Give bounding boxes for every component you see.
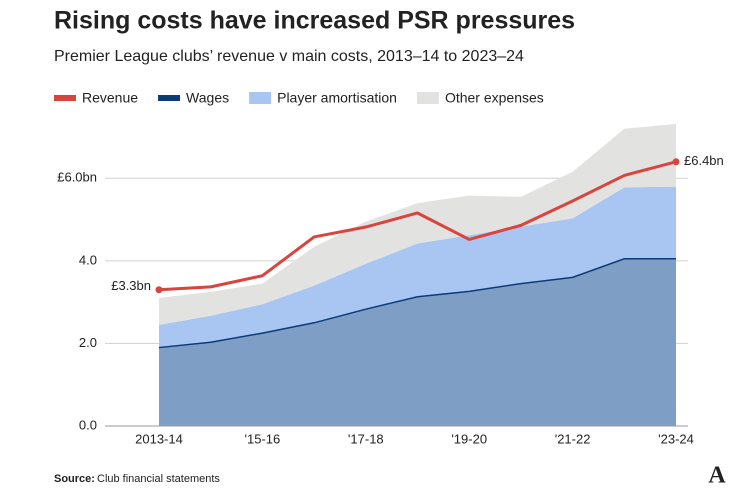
y-tick-label: 4.0: [79, 252, 97, 267]
chart-title: Rising costs have increased PSR pressure…: [54, 7, 575, 35]
legend-label: Other expenses: [445, 90, 544, 106]
area: [159, 258, 676, 426]
source: Club financial statements: [97, 473, 220, 485]
x-tick-label: '15-16: [245, 431, 281, 446]
legend-label: Revenue: [82, 90, 138, 106]
area: [159, 186, 676, 348]
source-label: Source:: [54, 473, 95, 485]
point: [155, 286, 163, 294]
value-label: £3.3bn: [111, 278, 151, 293]
chart-subtitle: Premier League clubs’ revenue v main cos…: [54, 48, 524, 65]
legend-swatch: [416, 92, 439, 104]
y-tick-label: £6.0bn: [57, 170, 97, 185]
point: [672, 158, 680, 166]
legend-swatch: [249, 92, 272, 104]
area-edge: [158, 258, 676, 349]
x-tick-label: '19-20: [451, 431, 487, 446]
line: [158, 160, 677, 292]
y-tick-label: 0.0: [79, 417, 97, 432]
x-tick-label: '23-24: [658, 431, 694, 446]
x-tick-label: '21-22: [555, 431, 591, 446]
area: [159, 123, 676, 325]
legend-swatch: [158, 95, 181, 101]
x-tick-label: 2013-14: [135, 431, 183, 446]
legend-label: Player amortisation: [277, 90, 397, 106]
logo: A: [708, 463, 726, 489]
legend-label: Wages: [186, 90, 229, 106]
value-label: £6.4bn: [684, 153, 724, 168]
y-tick-label: 2.0: [79, 335, 97, 350]
x-tick-label: '17-18: [348, 431, 384, 446]
legend-swatch: [54, 95, 76, 101]
